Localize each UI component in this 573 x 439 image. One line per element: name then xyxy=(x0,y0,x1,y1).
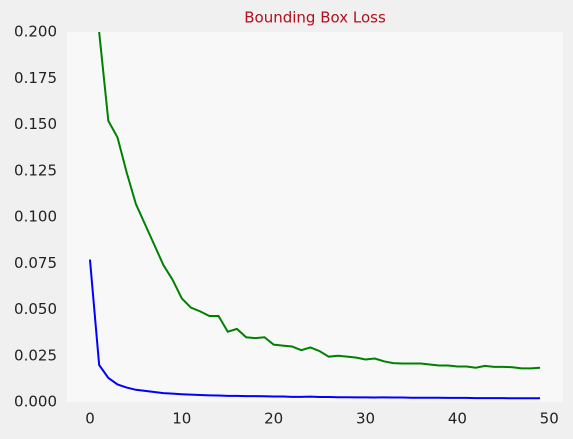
y-tick-label: 0.125 xyxy=(14,161,57,179)
x-tick-label: 40 xyxy=(448,410,467,428)
y-tick-label: 0.025 xyxy=(14,346,57,364)
series-line xyxy=(98,32,541,370)
y-tick-label: 0.000 xyxy=(14,393,57,411)
y-tick-label: 0.150 xyxy=(14,115,57,133)
series-line xyxy=(88,259,541,400)
y-tick-label: 0.075 xyxy=(14,254,57,272)
x-tick-label: 20 xyxy=(264,410,283,428)
x-tick-label: 50 xyxy=(540,410,559,428)
x-tick-label: 10 xyxy=(172,410,191,428)
plot-area xyxy=(67,32,563,402)
x-tick-label: 30 xyxy=(356,410,375,428)
y-tick-label: 0.100 xyxy=(14,208,57,226)
y-tick-label: 0.200 xyxy=(14,23,57,41)
x-tick-label: 0 xyxy=(85,410,95,428)
y-tick-label: 0.050 xyxy=(14,300,57,318)
chart-title: Bounding Box Loss xyxy=(244,9,386,27)
y-tick-label: 0.175 xyxy=(14,69,57,87)
